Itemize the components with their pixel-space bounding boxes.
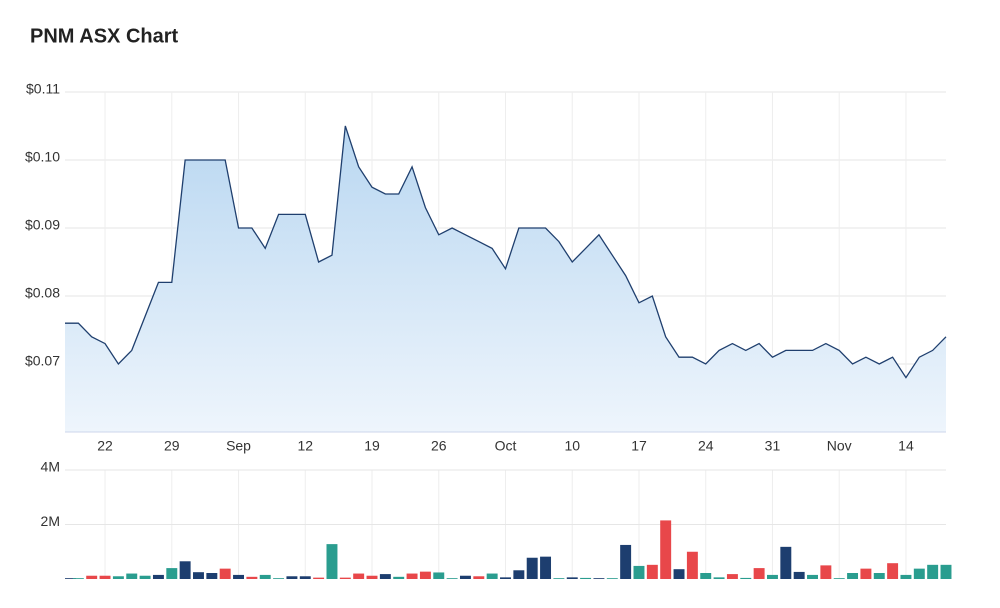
volume-bar xyxy=(820,565,832,579)
volume-bar xyxy=(500,577,511,579)
x-tick-label: Sep xyxy=(226,438,251,454)
volume-bar xyxy=(526,557,538,579)
volume-bar xyxy=(339,577,351,579)
volume-bar xyxy=(713,577,725,579)
volume-bar xyxy=(927,564,939,579)
volume-bar xyxy=(860,568,872,579)
volume-bar xyxy=(112,576,124,579)
volume-bar xyxy=(65,578,76,579)
volume-bar xyxy=(313,577,325,579)
y-tick-label: 4M xyxy=(41,459,60,475)
y-tick-label: 2M xyxy=(41,513,60,529)
volume-bar xyxy=(446,578,458,579)
area-fill xyxy=(65,126,946,432)
volume-bar xyxy=(873,573,885,579)
volume-bar xyxy=(593,578,605,579)
volume-bar xyxy=(486,573,498,579)
volume-bar xyxy=(807,574,818,579)
volume-bar xyxy=(246,576,258,579)
volume-bar xyxy=(326,544,338,579)
volume-bar xyxy=(606,578,618,579)
x-tick-label: 10 xyxy=(564,438,580,454)
x-tick-label: Oct xyxy=(495,438,517,454)
volume-bar xyxy=(286,576,298,579)
volume-bar xyxy=(646,564,658,579)
y-tick-label: $0.09 xyxy=(25,217,60,233)
volume-bar xyxy=(419,571,431,579)
volume-bar xyxy=(900,574,912,579)
x-tick-label: 26 xyxy=(431,438,447,454)
price-line xyxy=(65,125,947,379)
volume-bar xyxy=(686,551,698,579)
chart-title: PNM ASX Chart xyxy=(30,25,179,47)
volume-bar xyxy=(673,569,685,579)
volume-bar xyxy=(126,573,138,579)
volume-bar xyxy=(166,568,178,579)
volume-bar xyxy=(566,577,578,579)
x-tick-label: 31 xyxy=(765,438,781,454)
volume-bar xyxy=(753,568,765,579)
x-tick-label: 14 xyxy=(898,438,914,454)
x-tick-label: 24 xyxy=(698,438,714,454)
volume-bar xyxy=(206,573,218,579)
y-tick-label: $0.07 xyxy=(25,353,60,369)
volume-bar xyxy=(179,561,191,579)
volume-bar xyxy=(86,575,98,579)
volume-bar xyxy=(379,574,391,579)
volume-bar xyxy=(366,575,378,579)
volume-bar xyxy=(152,574,164,579)
volume-bar xyxy=(766,574,778,579)
volume-bar xyxy=(913,568,925,579)
x-tick-label: 19 xyxy=(364,438,380,454)
volume-bar xyxy=(620,544,632,579)
y-tick-label: $0.08 xyxy=(25,285,60,301)
y-tick-label: $0.11 xyxy=(26,81,60,97)
volume-bar xyxy=(793,571,805,579)
volume-bar xyxy=(580,577,592,579)
volume-bar xyxy=(99,575,111,579)
volume-bar xyxy=(540,556,552,579)
volume-bar xyxy=(459,575,471,579)
volume-bar xyxy=(726,574,738,579)
volume-bar xyxy=(780,546,792,579)
volume-bar xyxy=(72,578,84,579)
volume-bar xyxy=(660,520,672,579)
volume-bar xyxy=(353,573,365,579)
volume-bar xyxy=(740,577,752,579)
x-tick-label: Nov xyxy=(827,438,852,454)
volume-bar xyxy=(833,578,845,579)
y-tick-label: $0.10 xyxy=(25,149,60,165)
volume-bar xyxy=(233,574,245,579)
x-tick-label: 22 xyxy=(97,438,113,454)
volume-bar xyxy=(473,576,485,579)
volume-bar xyxy=(273,578,285,579)
x-tick-label: 29 xyxy=(164,438,180,454)
x-tick-label: 17 xyxy=(631,438,647,454)
volume-bar xyxy=(700,573,712,579)
volume-bar xyxy=(633,565,645,579)
volume-bar xyxy=(139,575,151,579)
volume-bar xyxy=(513,570,525,579)
volume-bar xyxy=(219,568,231,579)
volume-bar xyxy=(433,572,445,579)
volume-bar xyxy=(259,574,271,579)
volume-bar xyxy=(299,576,311,579)
volume-bar xyxy=(393,576,405,579)
volume-bar xyxy=(940,564,952,579)
volume-bar xyxy=(887,563,899,579)
volume-bar xyxy=(193,572,204,579)
volume-bar xyxy=(406,573,418,579)
volume-bar xyxy=(553,578,565,579)
volume-bar xyxy=(847,573,859,579)
x-tick-label: 12 xyxy=(297,438,313,454)
